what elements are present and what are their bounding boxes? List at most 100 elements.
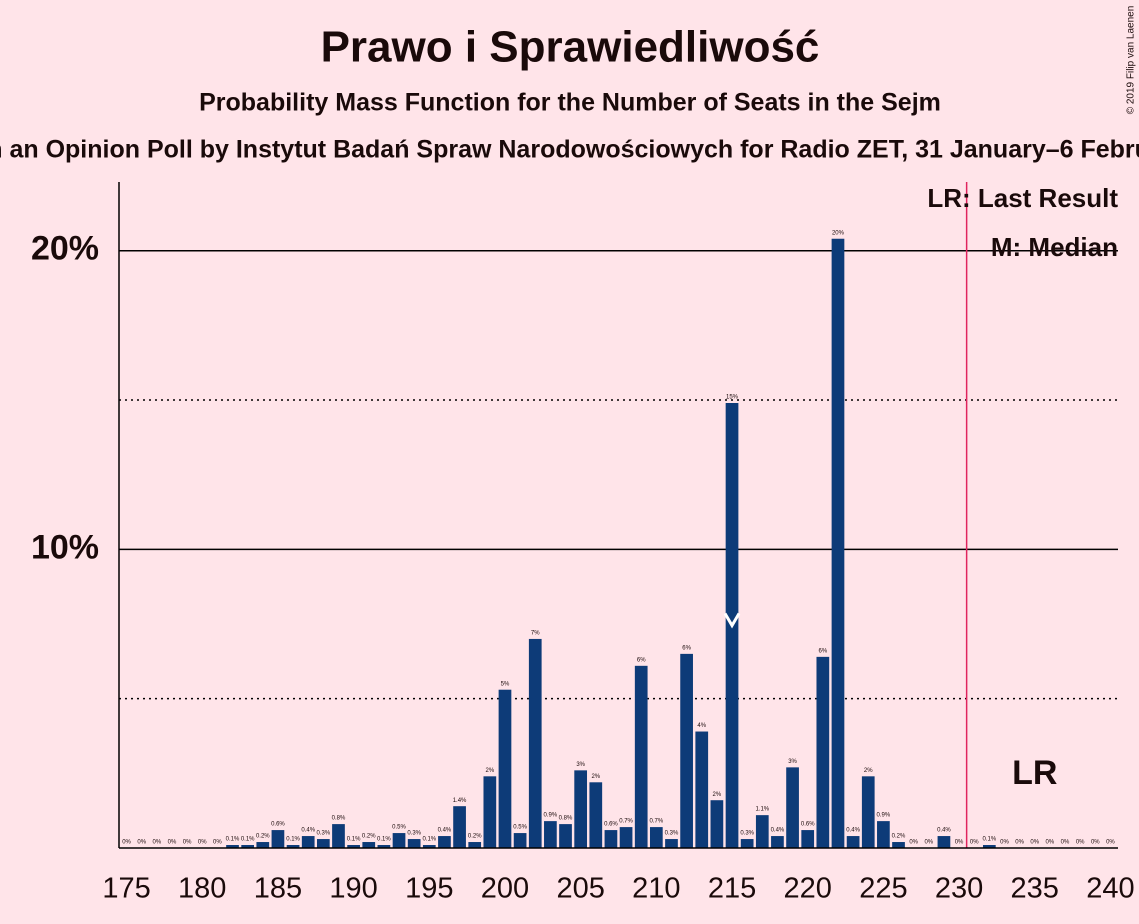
value-label: 20% xyxy=(832,230,845,236)
bar xyxy=(498,689,512,848)
value-label: 0.6% xyxy=(801,822,815,828)
value-label: 0.6% xyxy=(604,822,618,828)
bar xyxy=(286,845,300,848)
value-label: 2% xyxy=(864,768,873,774)
value-label: 0.1% xyxy=(241,837,255,843)
bar xyxy=(483,776,497,848)
x-tick-label: 185 xyxy=(254,873,302,905)
value-label: 2% xyxy=(486,768,495,774)
x-tick-label: 195 xyxy=(405,873,453,905)
value-label: 15% xyxy=(726,395,739,401)
value-label: 0.8% xyxy=(559,816,573,822)
value-label: 0.1% xyxy=(982,837,996,843)
value-label: 0.1% xyxy=(226,837,240,843)
bar xyxy=(755,815,769,848)
value-label: 0% xyxy=(1076,840,1085,846)
copyright: © 2019 Filip van Laenen xyxy=(1126,6,1137,115)
bar xyxy=(438,836,451,848)
value-label: 1.1% xyxy=(755,807,769,813)
bar xyxy=(680,653,693,848)
x-tick-label: 205 xyxy=(556,873,604,905)
value-label: 0% xyxy=(970,840,979,846)
value-label: 0.9% xyxy=(544,813,558,819)
bar xyxy=(831,238,845,849)
value-label: 0.7% xyxy=(619,819,633,825)
value-label: 0.4% xyxy=(438,828,452,834)
value-label: 0% xyxy=(1015,840,1024,846)
value-label: 0.1% xyxy=(377,837,391,843)
legend-entry: M: Median xyxy=(991,232,1118,262)
value-label: 0% xyxy=(1091,840,1100,846)
bar xyxy=(544,821,557,848)
bar xyxy=(740,839,754,848)
bar xyxy=(301,836,315,848)
value-label: 0.4% xyxy=(937,828,951,834)
bar xyxy=(665,839,678,848)
value-label: 6% xyxy=(819,648,828,654)
x-tick-label: 210 xyxy=(632,873,680,905)
bar xyxy=(271,830,285,848)
bar xyxy=(241,845,255,848)
value-label: 6% xyxy=(637,657,646,663)
x-tick-label: 235 xyxy=(1011,873,1059,905)
value-label: 0% xyxy=(198,840,207,846)
y-tick-label: 10% xyxy=(31,528,99,566)
value-label: 0% xyxy=(1000,840,1009,846)
x-tick-label: 225 xyxy=(859,873,907,905)
value-label: 0% xyxy=(1106,840,1115,846)
x-tick-label: 240 xyxy=(1086,873,1134,905)
bar xyxy=(801,830,815,848)
bar xyxy=(816,656,830,848)
value-label: 0.2% xyxy=(468,834,482,840)
bar xyxy=(604,830,618,848)
bar xyxy=(468,842,482,848)
x-tick-label: 175 xyxy=(102,873,150,905)
value-label: 7% xyxy=(531,631,540,637)
value-label: 2% xyxy=(713,792,722,798)
x-tick-label: 215 xyxy=(708,873,756,905)
value-label: 0% xyxy=(1061,840,1070,846)
value-label: 0.9% xyxy=(877,813,891,819)
bar xyxy=(771,836,784,848)
chart-source: Based on an Opinion Poll by Instytut Bad… xyxy=(0,136,1139,164)
value-label: 0% xyxy=(1030,840,1039,846)
value-label: 0.2% xyxy=(892,834,906,840)
value-label: 1.4% xyxy=(453,798,467,804)
bar xyxy=(937,836,951,848)
bar xyxy=(892,842,905,848)
value-label: 0.1% xyxy=(422,837,436,843)
x-tick-label: 190 xyxy=(329,873,377,905)
bar xyxy=(559,824,572,848)
value-label: 5% xyxy=(501,681,510,687)
value-label: 0.4% xyxy=(846,828,860,834)
value-label: 0.5% xyxy=(513,825,527,831)
value-label: 0% xyxy=(183,840,192,846)
median-marker xyxy=(723,612,741,629)
value-label: 0% xyxy=(168,840,177,846)
bar xyxy=(377,845,391,848)
bar xyxy=(362,842,376,848)
x-tick-label: 200 xyxy=(481,873,529,905)
x-tick-label: 180 xyxy=(178,873,226,905)
value-label: 0% xyxy=(955,840,964,846)
value-label: 2% xyxy=(591,774,600,780)
value-label: 0.4% xyxy=(771,828,785,834)
bar xyxy=(407,839,421,848)
bar xyxy=(786,767,799,848)
bar xyxy=(877,821,890,848)
bar xyxy=(513,833,527,848)
bar xyxy=(619,827,633,848)
x-tick-label: 230 xyxy=(935,873,983,905)
bar xyxy=(256,842,270,848)
y-tick-label: 20% xyxy=(31,230,99,268)
legend-entry: LR: Last Result xyxy=(927,183,1118,213)
value-label: 0.3% xyxy=(740,831,754,837)
bar xyxy=(226,845,239,848)
bar xyxy=(846,836,860,848)
bar xyxy=(589,782,603,848)
value-label: 0.6% xyxy=(271,822,285,828)
chart-subtitle: Probability Mass Function for the Number… xyxy=(199,89,941,117)
bar xyxy=(695,731,709,848)
value-label: 0.3% xyxy=(665,831,679,837)
